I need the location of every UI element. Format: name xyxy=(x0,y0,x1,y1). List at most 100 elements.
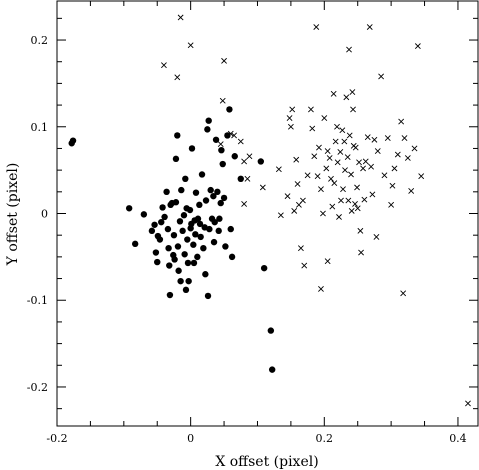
data-point-dot xyxy=(268,366,276,373)
data-point-cross xyxy=(329,203,336,210)
data-point-cross xyxy=(344,154,351,161)
data-point-cross xyxy=(349,89,356,95)
data-point-cross xyxy=(343,94,350,101)
data-point-dot xyxy=(260,264,268,272)
data-point-dot xyxy=(180,212,188,219)
data-point-cross xyxy=(321,115,328,122)
data-point-cross xyxy=(326,155,333,161)
data-point-dot xyxy=(172,199,180,206)
data-point-cross xyxy=(366,24,373,30)
data-point-dot xyxy=(175,267,182,274)
data-point-cross xyxy=(352,144,359,151)
data-point-cross xyxy=(311,153,318,160)
y-tick-label: 0.1 xyxy=(31,121,49,134)
data-point-cross xyxy=(345,197,352,204)
data-point-cross xyxy=(332,138,339,145)
data-point-cross xyxy=(391,165,398,172)
data-point-dot xyxy=(218,146,225,154)
data-point-cross xyxy=(293,156,300,163)
data-point-dot xyxy=(198,171,206,178)
data-point-dot xyxy=(207,186,214,194)
data-point-dot xyxy=(156,236,164,243)
data-point-cross xyxy=(318,186,324,193)
data-point-cross xyxy=(334,159,341,166)
data-point-dot xyxy=(166,291,174,299)
data-point-dot xyxy=(196,220,204,228)
data-point-dot xyxy=(182,286,190,294)
data-point-dot xyxy=(200,244,207,252)
data-point-cross xyxy=(408,188,415,194)
data-point-cross xyxy=(294,181,301,187)
data-point-dot xyxy=(159,204,166,211)
data-point-dot xyxy=(177,277,184,285)
data-point-cross xyxy=(217,141,224,148)
data-point-cross xyxy=(361,196,368,203)
data-point-cross xyxy=(259,184,266,191)
data-point-cross xyxy=(174,74,181,81)
data-point-cross xyxy=(400,290,407,297)
data-point-cross xyxy=(277,212,284,219)
data-point-cross xyxy=(177,14,184,21)
data-point-dot xyxy=(214,188,221,196)
data-point-cross xyxy=(299,197,306,204)
data-point-cross xyxy=(342,167,348,174)
data-point-dot xyxy=(190,259,198,267)
data-point-dot xyxy=(257,158,265,165)
data-point-cross xyxy=(328,175,334,182)
data-point-dot xyxy=(224,132,231,139)
data-point-cross xyxy=(304,172,311,179)
data-point-dot xyxy=(181,251,188,258)
x-axis-label: X offset (pixel) xyxy=(215,454,318,470)
data-point-cross xyxy=(318,286,324,292)
data-point-cross xyxy=(369,191,376,198)
data-point-cross xyxy=(360,165,366,172)
data-point-dot xyxy=(152,249,160,256)
data-point-cross xyxy=(371,136,378,143)
data-point-dot xyxy=(151,221,158,228)
data-point-cross xyxy=(324,258,331,265)
data-point-cross xyxy=(374,148,381,154)
data-point-cross xyxy=(348,171,354,178)
data-point-cross xyxy=(414,43,421,50)
y-tick-label: 0.2 xyxy=(31,34,49,47)
data-point-dot xyxy=(161,213,168,221)
data-point-cross xyxy=(364,134,371,141)
data-point-dot xyxy=(184,259,192,267)
data-point-dot xyxy=(202,271,209,278)
data-point-cross xyxy=(289,106,296,113)
data-point-cross xyxy=(357,227,364,234)
data-point-cross xyxy=(404,155,411,161)
data-point-dot xyxy=(166,262,173,269)
data-point-cross xyxy=(314,173,321,180)
plot-frame xyxy=(56,0,479,427)
data-point-dot xyxy=(171,256,178,263)
data-point-dot xyxy=(216,215,223,222)
data-point-cross xyxy=(389,182,396,189)
data-point-cross xyxy=(346,132,353,139)
data-point-cross xyxy=(336,214,342,220)
data-point-cross xyxy=(373,233,380,240)
data-point-cross xyxy=(394,151,401,158)
series-filled-circles xyxy=(68,106,276,373)
data-point-cross xyxy=(219,97,226,104)
x-tick-label: 0 xyxy=(187,432,194,445)
data-point-dot xyxy=(210,238,218,246)
data-point-dot xyxy=(194,215,202,222)
data-point-cross xyxy=(398,118,405,125)
data-point-dot xyxy=(186,206,194,214)
data-point-dot xyxy=(215,227,222,235)
data-point-cross xyxy=(354,205,361,212)
data-point-dot xyxy=(217,199,224,207)
data-point-cross xyxy=(362,158,369,165)
series-crosses xyxy=(161,14,471,407)
data-point-cross xyxy=(287,123,294,130)
data-point-cross xyxy=(338,197,344,204)
data-point-dot xyxy=(184,236,191,243)
data-point-cross xyxy=(341,138,348,145)
data-point-dot xyxy=(267,327,275,334)
data-point-cross xyxy=(161,62,167,69)
x-tick-label: 0.4 xyxy=(449,432,467,445)
data-point-cross xyxy=(331,180,338,187)
data-point-cross xyxy=(339,127,346,134)
